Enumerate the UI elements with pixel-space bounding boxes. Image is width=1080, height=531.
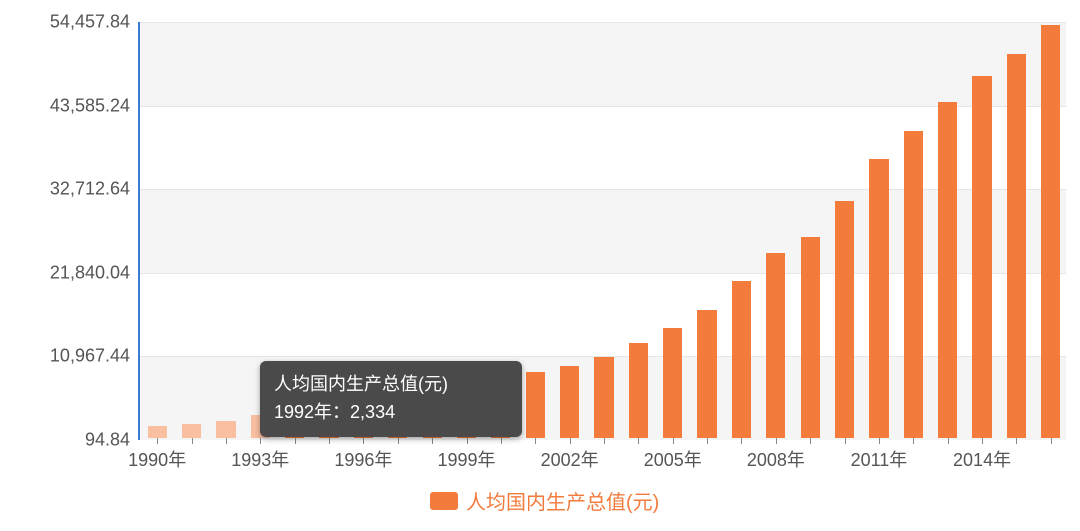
x-tick-mark [1016,438,1017,444]
tooltip-value: 1992年：2,334 [274,399,508,427]
legend-swatch-icon [430,492,458,510]
x-tick-mark [948,438,949,444]
x-tick-mark [398,438,399,444]
x-tick-mark [432,438,433,444]
bar[interactable] [938,102,957,438]
x-tick-label: 1999年 [437,438,495,472]
bar[interactable] [766,253,785,438]
bar[interactable] [697,310,716,438]
y-gridline [140,273,1066,274]
legend: 人均国内生产总值(元) [430,486,659,515]
x-tick-mark [192,438,193,444]
x-tick-label: 2005年 [644,438,702,472]
bar[interactable] [1007,54,1026,438]
x-tick-mark [604,438,605,444]
x-tick-label: 1990年 [128,438,186,472]
bar[interactable] [732,281,751,438]
x-tick-mark [707,438,708,444]
x-tick-mark [845,438,846,444]
x-tick-label: 2014年 [953,438,1011,472]
gdp-bar-chart: 94.8410,967.4421,840.0432,712.6443,585.2… [0,0,1080,531]
x-tick-mark [501,438,502,444]
x-tick-mark [741,438,742,444]
legend-label: 人均国内生产总值(元) [466,486,659,515]
bar[interactable] [526,372,545,438]
x-tick-mark [1051,438,1052,444]
grid-band [140,189,1066,273]
x-tick-mark [295,438,296,444]
bar[interactable] [801,237,820,438]
bar[interactable] [904,131,923,438]
x-tick-mark [226,438,227,444]
grid-band [140,22,1066,106]
x-tick-label: 2002年 [541,438,599,472]
bar[interactable] [972,76,991,438]
y-gridline [140,189,1066,190]
y-tick-label: 21,840.04 [50,262,140,283]
x-tick-mark [913,438,914,444]
bar[interactable] [594,357,613,438]
y-tick-label: 32,712.64 [50,179,140,200]
bar[interactable] [629,343,648,438]
bar[interactable] [663,328,682,438]
y-tick-label: 54,457.84 [50,12,140,33]
y-gridline [140,106,1066,107]
bar[interactable] [835,201,854,438]
y-tick-label: 43,585.24 [50,95,140,116]
tooltip: 人均国内生产总值(元) 1992年：2,334 [260,361,522,437]
y-gridline [140,22,1066,23]
bar[interactable] [216,421,235,438]
x-tick-mark [638,438,639,444]
x-tick-mark [810,438,811,444]
x-tick-label: 2008年 [747,438,805,472]
x-tick-label: 2011年 [851,438,908,472]
bar[interactable] [869,159,888,438]
y-tick-label: 10,967.44 [50,346,140,367]
tooltip-title: 人均国内生产总值(元) [274,371,508,399]
bar[interactable] [148,426,167,438]
x-tick-label: 1993年 [231,438,289,472]
bar[interactable] [1041,25,1060,438]
x-tick-mark [329,438,330,444]
bar[interactable] [560,366,579,438]
x-tick-label: 1996年 [334,438,392,472]
x-tick-mark [535,438,536,444]
bar[interactable] [182,424,201,438]
